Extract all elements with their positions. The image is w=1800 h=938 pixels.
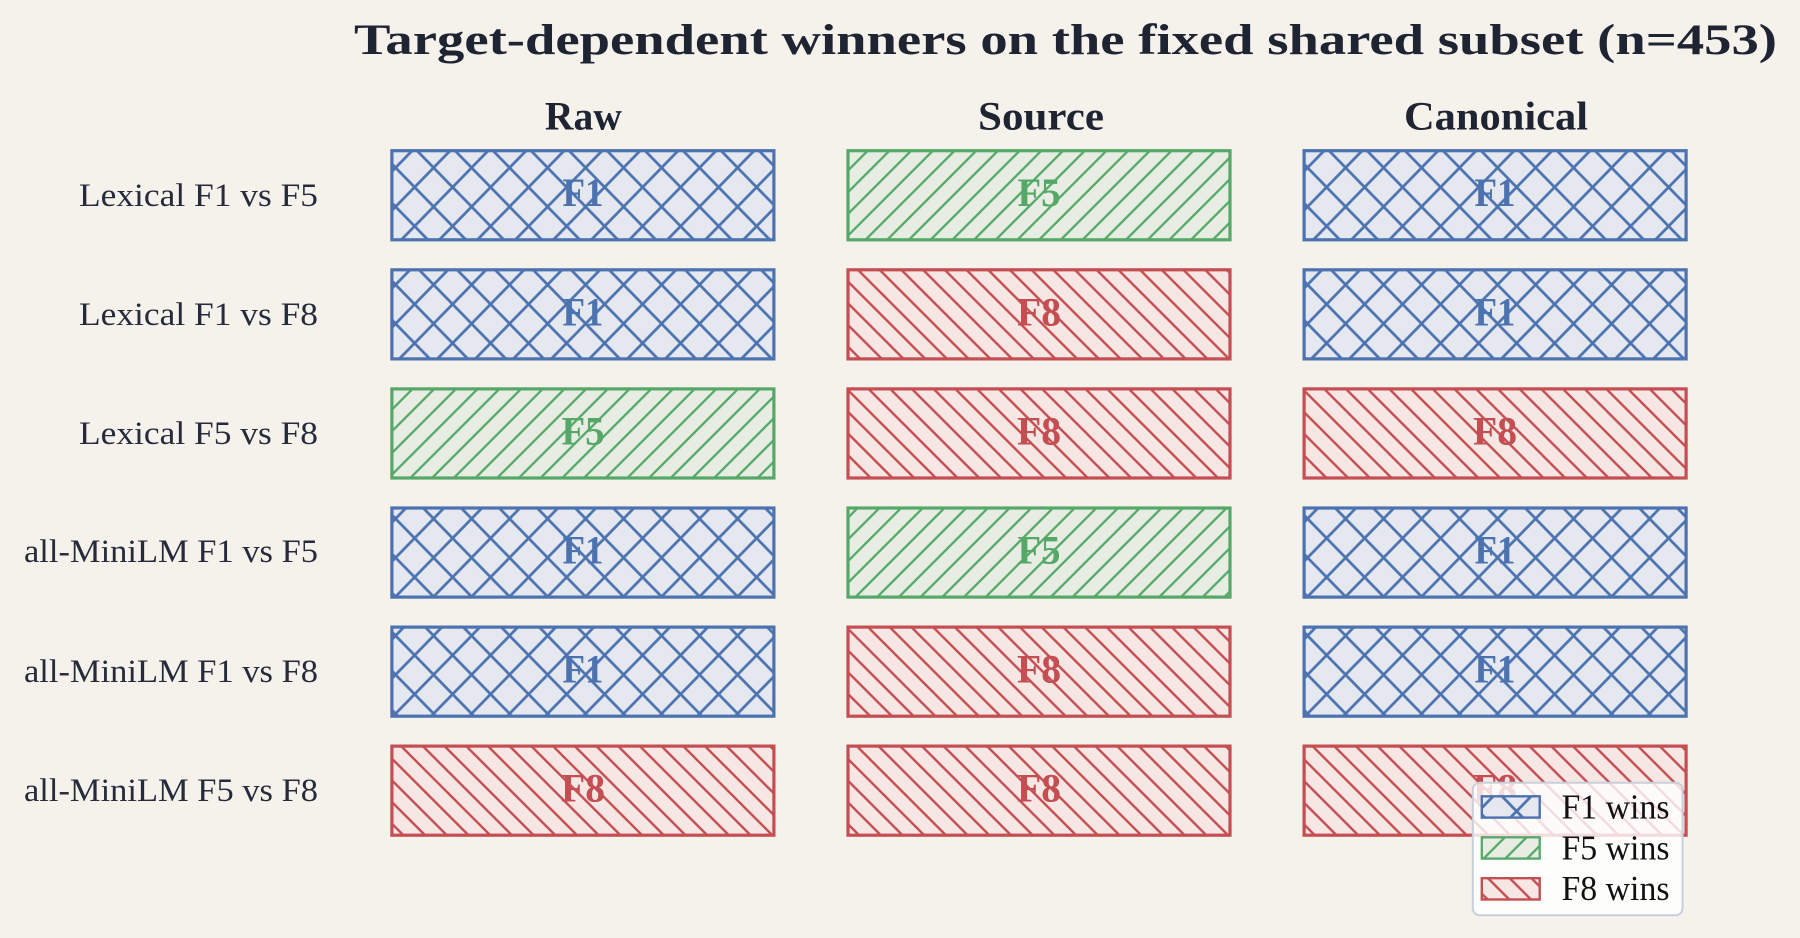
- svg-text:all-MiniLM F1 vs F5: all-MiniLM F1 vs F5: [24, 534, 318, 570]
- svg-text:F5 wins: F5 wins: [1562, 828, 1670, 867]
- svg-text:F1: F1: [563, 528, 604, 573]
- svg-text:F8: F8: [1017, 647, 1061, 692]
- svg-text:Lexical F1 vs F8: Lexical F1 vs F8: [79, 297, 318, 333]
- svg-text:F5: F5: [1018, 170, 1061, 215]
- svg-text:F8: F8: [1473, 408, 1517, 453]
- svg-text:F8: F8: [561, 766, 605, 811]
- svg-text:F1: F1: [563, 647, 604, 692]
- svg-text:F1: F1: [1475, 647, 1516, 692]
- svg-text:Lexical F1 vs F5: Lexical F1 vs F5: [79, 178, 318, 214]
- svg-text:F1: F1: [563, 170, 604, 215]
- svg-text:F1: F1: [1475, 528, 1516, 573]
- svg-text:Canonical: Canonical: [1404, 94, 1588, 139]
- svg-text:F8: F8: [1017, 766, 1061, 811]
- svg-text:F8: F8: [1017, 408, 1061, 453]
- svg-text:F1 wins: F1 wins: [1562, 787, 1670, 826]
- svg-text:Target-dependent winners on th: Target-dependent winners on the fixed sh…: [354, 17, 1777, 64]
- svg-text:F1: F1: [563, 289, 604, 334]
- svg-text:Raw: Raw: [545, 94, 622, 139]
- svg-text:F5: F5: [562, 408, 605, 453]
- svg-text:F5: F5: [1018, 528, 1061, 573]
- svg-text:F1: F1: [1475, 289, 1516, 334]
- svg-text:Lexical F5 vs F8: Lexical F5 vs F8: [79, 416, 318, 452]
- svg-text:F8 wins: F8 wins: [1562, 869, 1670, 908]
- svg-text:all-MiniLM F5 vs F8: all-MiniLM F5 vs F8: [24, 773, 318, 809]
- svg-text:all-MiniLM F1 vs F8: all-MiniLM F1 vs F8: [24, 654, 318, 690]
- svg-text:Source: Source: [978, 94, 1104, 139]
- svg-text:F8: F8: [1017, 289, 1061, 334]
- svg-text:F1: F1: [1475, 170, 1516, 215]
